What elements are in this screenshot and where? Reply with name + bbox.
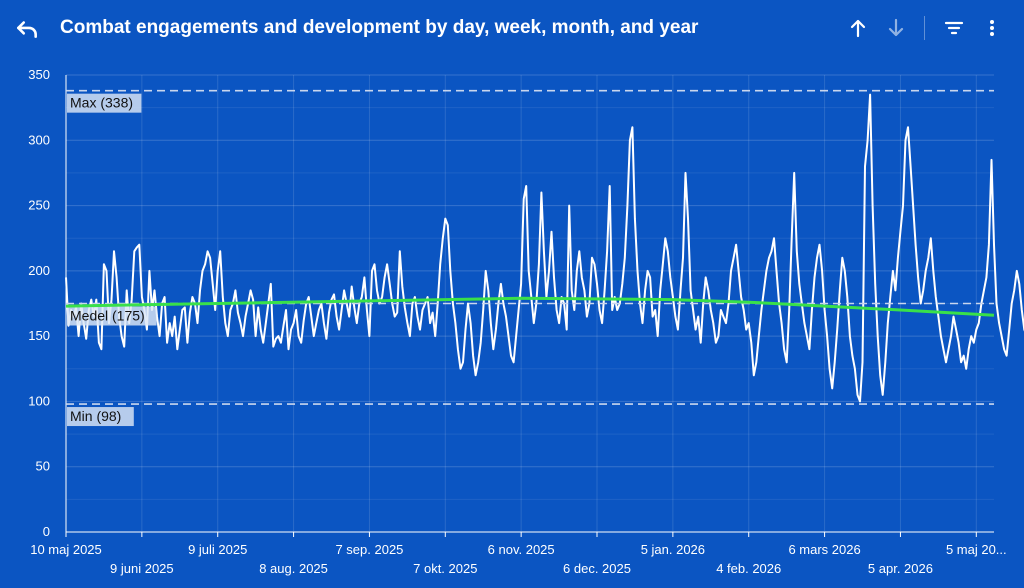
y-tick-label: 150 [28, 328, 50, 343]
x-tick-label: 6 dec. 2025 [563, 561, 631, 576]
toolbar-separator [924, 16, 925, 40]
x-tick-label: 4 feb. 2026 [716, 561, 781, 576]
filter-icon[interactable] [942, 16, 966, 40]
x-tick-label: 5 apr. 2026 [868, 561, 933, 576]
x-tick-label: 9 juni 2025 [110, 561, 174, 576]
x-tick-label: 10 maj 2025 [30, 542, 102, 557]
chart-title: Combat engagements and development by da… [60, 17, 699, 38]
y-tick-label: 250 [28, 198, 50, 213]
y-tick-label: 300 [28, 132, 50, 147]
reference-label-bg [67, 407, 134, 427]
x-tick-label: 6 mars 2026 [788, 542, 860, 557]
x-tick-label: 7 okt. 2025 [413, 561, 477, 576]
reference-label: Min (98) [70, 408, 121, 424]
arrow-down-icon[interactable] [884, 16, 908, 40]
trend-line [65, 296, 995, 317]
x-tick-label: 7 sep. 2025 [335, 542, 403, 557]
line-chart: 0 50 100 150 200 250 300 350 10 maj 2025 9 juni 2… [28, 67, 1024, 576]
x-tick-label: 8 aug. 2025 [259, 561, 328, 576]
reference-label-bg [67, 93, 142, 113]
x-tick-label: 6 nov. 2025 [488, 542, 555, 557]
y-tick-label: 100 [28, 393, 50, 408]
series-line [65, 93, 1024, 403]
more-vert-icon[interactable] [980, 16, 1004, 40]
reference-label-bg [67, 306, 157, 326]
y-tick-label: 200 [28, 263, 50, 278]
reference-label: Medel (175) [70, 308, 145, 324]
y-tick-label: 50 [36, 459, 50, 474]
chart-header: Combat engagements and development by da… [0, 0, 1024, 58]
undo-icon[interactable] [14, 16, 40, 42]
reference-label: Max (338) [70, 95, 133, 111]
y-tick-label: 0 [43, 524, 50, 539]
x-tick-label: 5 jan. 2026 [641, 542, 705, 557]
x-tick-label: 9 juli 2025 [188, 542, 247, 557]
y-tick-label: 350 [28, 67, 50, 82]
arrow-up-icon[interactable] [846, 16, 870, 40]
x-tick-label: 5 maj 20... [946, 542, 1007, 557]
